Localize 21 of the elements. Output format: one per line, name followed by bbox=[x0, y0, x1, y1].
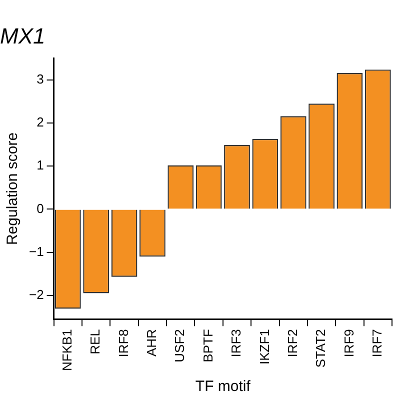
chart-title: MX1 bbox=[0, 23, 46, 48]
x-tick-label: IRF8 bbox=[116, 329, 131, 358]
y-tick-label: 3 bbox=[36, 72, 44, 87]
y-tick-label: 0 bbox=[36, 200, 44, 216]
x-tick-label: IRF7 bbox=[369, 329, 384, 358]
y-tick-label: 2 bbox=[36, 114, 44, 130]
y-tick-label: −1 bbox=[28, 244, 44, 259]
x-tick-label: NFKB1 bbox=[59, 329, 74, 372]
x-axis-title: TF motif bbox=[195, 378, 252, 396]
x-tick-label: IRF2 bbox=[284, 329, 300, 358]
y-tick-label: 1 bbox=[36, 158, 44, 173]
x-tick-label: STAT2 bbox=[313, 329, 328, 368]
x-tick-label: BPTF bbox=[200, 329, 216, 362]
y-axis-title: Regulation score bbox=[4, 132, 22, 246]
x-tick-label: USF2 bbox=[172, 329, 188, 362]
x-tick-label: AHR bbox=[144, 329, 160, 357]
x-tick-label: IRF3 bbox=[228, 329, 244, 358]
x-tick-label: REL bbox=[88, 329, 103, 354]
y-tick-label: −2 bbox=[28, 286, 44, 302]
x-tick-label: IKZF1 bbox=[256, 329, 272, 365]
x-tick-label: IRF9 bbox=[341, 329, 356, 358]
